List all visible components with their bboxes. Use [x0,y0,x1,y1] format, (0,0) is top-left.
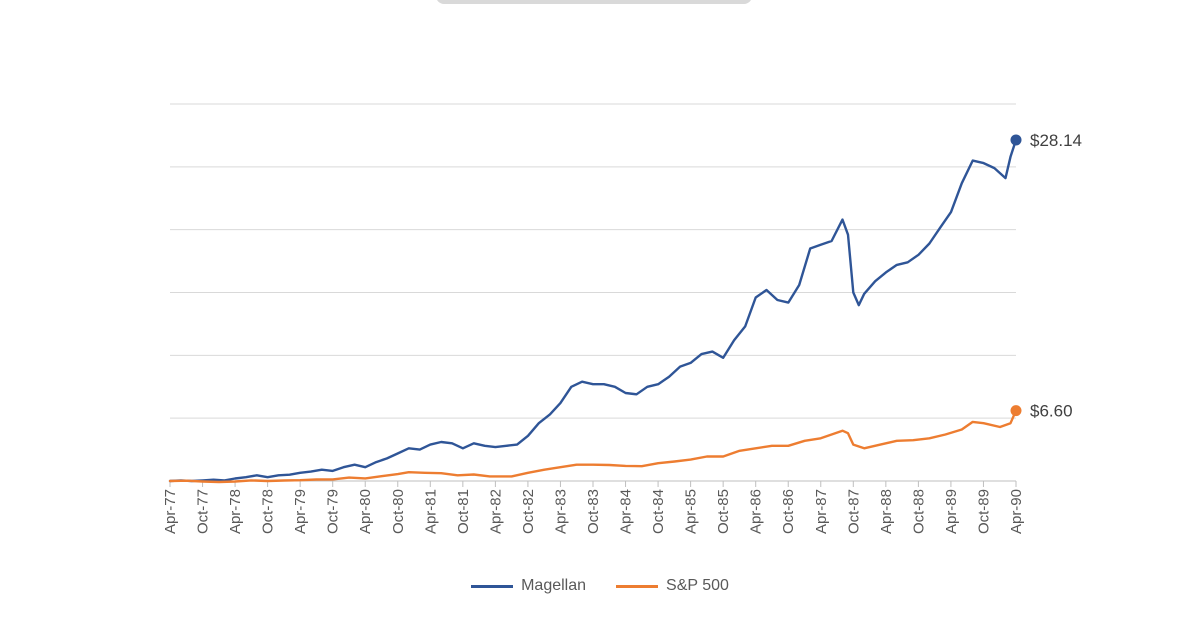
gridlines [170,103,1016,419]
x-tick-label: Apr-77 [162,489,179,534]
series-line-sp500 [168,409,1018,484]
x-tick-label: Oct-86 [780,489,797,534]
x-tick-label: Apr-90 [1008,489,1025,534]
x-tick-label: Apr-88 [878,489,895,534]
legend: Magellan S&P 500 [0,577,1200,595]
legend-swatch-magellan [471,584,514,588]
x-tick-label: Apr-80 [357,489,374,534]
x-tick-label: Oct-83 [585,489,602,534]
x-tick-label: Oct-89 [975,489,992,534]
x-tick-label: Oct-80 [390,489,407,534]
x-tick-label: Oct-79 [325,489,342,534]
x-tick-label: Oct-81 [455,489,472,534]
x-tick-label: Oct-88 [910,489,927,534]
series-lines [168,138,1018,484]
x-tick-label: Apr-78 [227,489,244,534]
x-tick-label: Oct-77 [195,489,212,534]
endpoint-marker-sp500 [1010,405,1022,417]
x-tick-label: Apr-82 [487,489,504,534]
legend-item-sp500: S&P 500 [616,577,729,595]
x-tick-label: Oct-82 [520,489,537,534]
legend-item-magellan: Magellan [471,577,586,595]
x-tick-label: Oct-85 [715,489,732,534]
x-tick-label: Apr-89 [943,489,960,534]
x-tick-label: Apr-86 [748,489,765,534]
legend-label-sp500: S&P 500 [666,577,729,594]
legend-label-magellan: Magellan [521,577,587,594]
x-axis: Apr-77 Oct-77 Apr-78 Oct-78 Apr-79 Oct-79 Apr-… [162,480,1025,534]
endpoint-label-magellan: $28.14 [1030,131,1082,150]
x-tick-label: Apr-84 [618,489,635,534]
x-tick-label: Apr-87 [813,489,830,534]
x-tick-label: Oct-87 [845,489,862,534]
x-tick-label: Oct-84 [650,489,667,534]
series-endpoints: $28.14 $6.60 [1010,131,1082,421]
endpoint-label-sp500: $6.60 [1030,402,1073,421]
endpoint-marker-magellan [1010,134,1022,146]
x-tick-label: Apr-83 [552,489,569,534]
x-tick-label: Apr-79 [292,489,309,534]
x-tick-label: Apr-81 [422,489,439,534]
x-tick-label: Apr-85 [683,489,700,534]
window-tab [436,0,752,4]
legend-swatch-sp500 [616,584,659,588]
x-tick-label: Oct-78 [260,489,277,534]
series-line-magellan [168,138,1018,483]
